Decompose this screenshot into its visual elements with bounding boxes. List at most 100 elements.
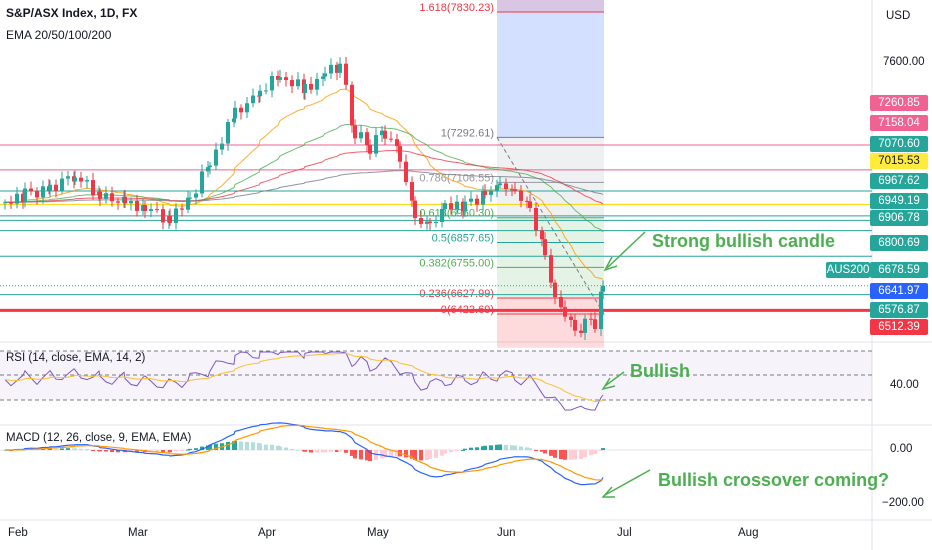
- macd-histogram-bar: [534, 450, 538, 451]
- macd-histogram-bar: [98, 450, 102, 452]
- macd-histogram-bar: [389, 450, 393, 457]
- macd-histogram-bar: [513, 445, 517, 450]
- macd-histogram-bar: [135, 450, 139, 453]
- candle-body: [129, 201, 133, 204]
- macd-histogram-bar: [540, 450, 544, 452]
- candle-body: [174, 208, 178, 223]
- price-level-label: 7070.60: [870, 136, 928, 152]
- macd-line: [4, 422, 604, 486]
- candle-body: [353, 125, 357, 139]
- candle-body: [309, 84, 313, 90]
- candle-body: [110, 193, 114, 202]
- macd-histogram-bar: [258, 443, 262, 450]
- candle-body: [48, 184, 52, 191]
- candle-body: [143, 205, 147, 211]
- candle-body: [350, 84, 354, 126]
- candle-body: [513, 189, 517, 191]
- symbol-title[interactable]: S&P/ASX Index, 1D, FX: [6, 6, 138, 20]
- price-level-label: 7260.85: [870, 95, 928, 111]
- macd-histogram-bar: [419, 450, 423, 461]
- macd-histogram-bar: [350, 450, 354, 456]
- candle-body: [413, 200, 417, 219]
- price-level-label: 6906.78: [870, 210, 928, 226]
- macd-histogram-bar: [161, 450, 165, 453]
- candle-body: [79, 177, 83, 182]
- macd-histogram-bar: [245, 441, 249, 450]
- macd-histogram-bar: [194, 448, 198, 450]
- candle-body: [380, 130, 384, 136]
- candle-body: [395, 139, 399, 147]
- candle-body: [498, 183, 502, 186]
- candle-body: [569, 316, 573, 320]
- candle-body: [404, 161, 408, 183]
- candle-body: [232, 118, 236, 123]
- macd-histogram-bar: [60, 448, 64, 450]
- candle-body: [365, 132, 369, 146]
- candle-body: [398, 146, 402, 162]
- candle-body: [270, 75, 274, 91]
- candle-body: [15, 193, 19, 204]
- candle-body: [41, 186, 45, 198]
- macd-histogram-bar: [434, 450, 438, 458]
- candle-body: [188, 197, 192, 199]
- macd-histogram-bar: [593, 450, 597, 455]
- macd-histogram-bar: [569, 450, 573, 460]
- month-label: Apr: [258, 527, 276, 539]
- candle-body: [559, 297, 563, 308]
- macd-histogram-bar: [359, 450, 363, 460]
- currency-label: USD: [886, 10, 911, 22]
- macd-histogram-bar: [79, 448, 83, 450]
- arrow-rsi-head: [601, 377, 616, 391]
- macd-histogram-bar: [553, 450, 557, 458]
- macd-histogram-bar: [559, 450, 563, 460]
- candle-body: [315, 78, 319, 90]
- candle-body: [510, 189, 514, 191]
- candle-body: [226, 122, 230, 144]
- ema-legend[interactable]: EMA 20/50/100/200: [6, 28, 112, 42]
- macd-histogram-bar: [413, 450, 417, 460]
- macd-histogram-bar: [270, 444, 274, 450]
- annotation-candle: Strong bullish candle: [652, 231, 836, 251]
- macd-histogram-bar: [104, 450, 108, 452]
- candle-body: [519, 190, 523, 201]
- macd-histogram-bar: [296, 449, 300, 451]
- rsi-title[interactable]: RSI (14, close, EMA, 14, 2): [6, 352, 146, 364]
- macd-histogram-bar: [443, 450, 447, 454]
- macd-histogram-bar: [174, 450, 178, 452]
- macd-histogram-bar: [233, 440, 237, 450]
- month-label: Feb: [8, 527, 28, 539]
- macd-histogram-bar: [335, 450, 339, 452]
- candle-body: [104, 193, 108, 199]
- fib-level-label: 1(7292.61): [441, 127, 494, 139]
- annotation-macd: Bullish crossover coming?: [658, 470, 890, 490]
- candle-body: [504, 183, 508, 190]
- macd-histogram-bar: [428, 450, 432, 460]
- macd-histogram-bar: [525, 447, 529, 450]
- price-level-label: 6678.59: [870, 262, 928, 278]
- macd-title[interactable]: MACD (12, 26, close, 9, EMA, EMA): [6, 432, 192, 444]
- macd-histogram-bar: [380, 450, 384, 459]
- candle-body: [9, 202, 13, 204]
- candle-body: [329, 64, 333, 74]
- candle-body: [206, 167, 210, 172]
- macd-histogram-bar: [563, 450, 567, 460]
- price-level-label: 7158.04: [870, 115, 928, 131]
- candle-body: [91, 180, 95, 196]
- macd-histogram-bar: [239, 441, 243, 450]
- candle-body: [601, 285, 605, 292]
- candle-body: [3, 202, 7, 204]
- candle-body: [186, 197, 190, 210]
- fib-zone-top: [497, 0, 604, 12]
- candle-body: [425, 221, 429, 224]
- arrow-candle-head: [603, 256, 618, 272]
- macd-histogram-bar: [278, 446, 282, 450]
- candle-body: [233, 107, 237, 119]
- macd-histogram-bar: [309, 450, 313, 453]
- macd-histogram-bar: [180, 450, 184, 451]
- macd-histogram-bar: [461, 449, 465, 451]
- candle-body: [583, 318, 587, 333]
- macd-histogram-bar: [54, 448, 58, 450]
- macd-histogram-bar: [489, 445, 493, 450]
